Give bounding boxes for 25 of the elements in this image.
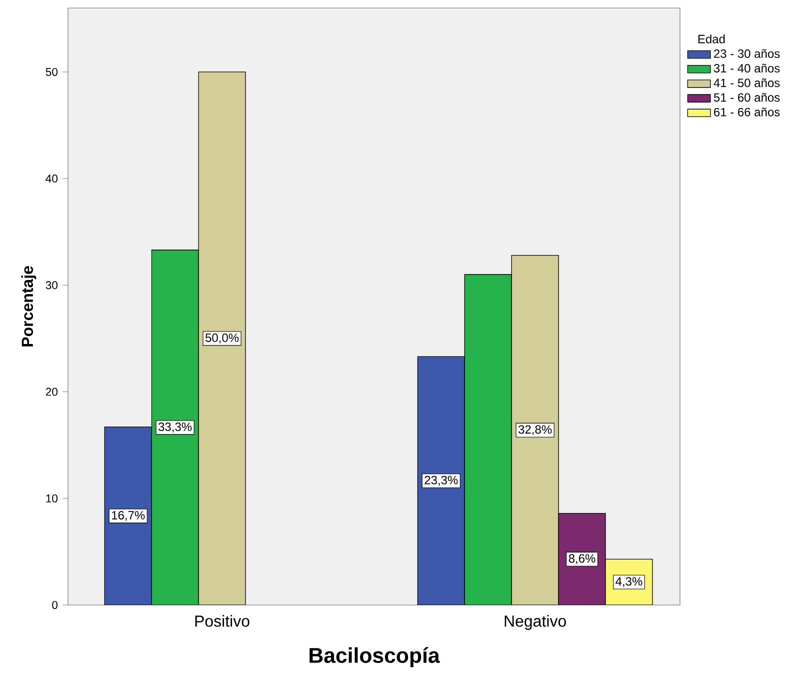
legend-label: 23 - 30 años [714,49,780,58]
data-label: 8,6% [568,554,596,564]
legend-title: Edad [698,34,725,44]
x-tick-label: Positivo [195,615,250,627]
legend-label: 31 - 40 años [714,64,780,73]
data-label: 50,0% [205,334,239,344]
y-tick-label: 50 [46,68,58,76]
y-tick-label: 10 [46,494,58,502]
data-label: 16,7% [112,511,145,521]
data-label: 4,3% [616,577,642,588]
y-tick-label: 30 [46,281,58,290]
legend-label: 61 - 66 años [714,108,780,116]
y-tick-label: 20 [46,388,58,396]
bar [417,356,465,605]
bar [104,426,152,605]
data-label: 33,3% [158,422,192,432]
data-label: 23,3% [424,476,458,486]
y-tick-label: 40 [46,174,58,183]
x-axis-title: Baciloscopía [310,647,440,668]
x-tick-label: Negativo [504,615,566,630]
data-label: 32,8% [518,425,552,436]
legend-label: 51 - 60 años [714,93,780,102]
y-tick-label: 0 [52,600,58,609]
legend-label: 41 - 50 años [714,78,780,88]
y-axis-title: Porcentaje [21,266,36,346]
